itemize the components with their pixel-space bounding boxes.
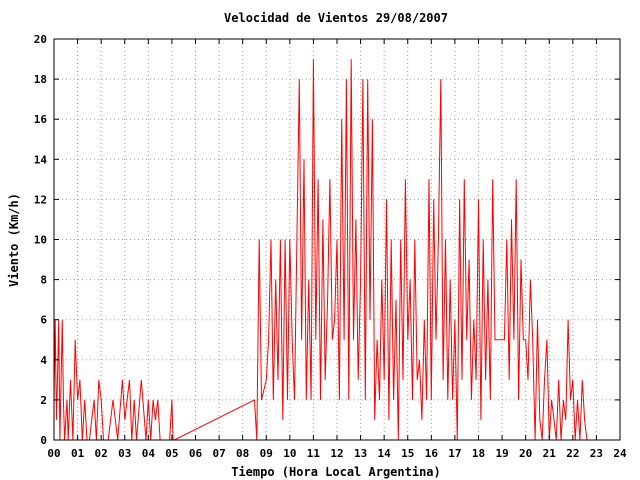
y-tick-label: 12	[34, 193, 47, 206]
x-tick-label: 05	[165, 447, 178, 460]
x-tick-label: 02	[95, 447, 108, 460]
x-tick-label: 01	[71, 447, 85, 460]
x-tick-label: 21	[543, 447, 557, 460]
x-tick-label: 20	[519, 447, 532, 460]
y-tick-label: 6	[40, 314, 47, 327]
y-tick-label: 10	[34, 234, 47, 247]
y-tick-label: 16	[34, 113, 48, 126]
x-tick-label: 13	[354, 447, 367, 460]
x-tick-label: 04	[142, 447, 156, 460]
y-tick-label: 20	[34, 33, 47, 46]
y-tick-labels: 0 2 4 6 8 10 12 14 16 18 20	[34, 33, 48, 447]
y-tick-label: 18	[34, 73, 47, 86]
x-tick-label: 24	[613, 447, 627, 460]
x-tick-label: 03	[118, 447, 131, 460]
x-tick-labels: 00 01 02 03 04 05 06 07 08 09 10 11 12 13 14 15 16 17 18 19…	[47, 447, 627, 460]
x-tick-label: 17	[448, 447, 461, 460]
x-tick-label: 00	[47, 447, 60, 460]
x-tick-label: 18	[472, 447, 485, 460]
wind-series-line	[53, 59, 588, 441]
y-tick-label: 4	[40, 354, 47, 367]
y-tick-label: 8	[40, 274, 47, 287]
y-tick-label: 0	[40, 434, 47, 447]
x-tick-label: 23	[590, 447, 603, 460]
y-axis-label: Viento (Km/h)	[7, 193, 21, 287]
x-tick-label: 11	[307, 447, 321, 460]
y-tick-label: 14	[34, 153, 48, 166]
x-tick-label: 14	[378, 447, 392, 460]
x-tick-label: 12	[330, 447, 343, 460]
tick-marks	[53, 38, 621, 441]
x-tick-label: 16	[425, 447, 439, 460]
x-tick-label: 15	[401, 447, 414, 460]
x-tick-label: 22	[566, 447, 579, 460]
x-tick-label: 06	[189, 447, 203, 460]
x-axis-label: Tiempo (Hora Local Argentina)	[231, 465, 441, 479]
series-layer	[53, 59, 588, 441]
y-tick-label: 2	[40, 394, 47, 407]
x-tick-label: 19	[495, 447, 508, 460]
x-tick-label: 10	[283, 447, 296, 460]
x-tick-label: 07	[212, 447, 225, 460]
chart-title: Velocidad de Vientos 29/08/2007	[224, 11, 448, 25]
x-tick-label: 08	[236, 447, 249, 460]
x-tick-label: 09	[260, 447, 273, 460]
